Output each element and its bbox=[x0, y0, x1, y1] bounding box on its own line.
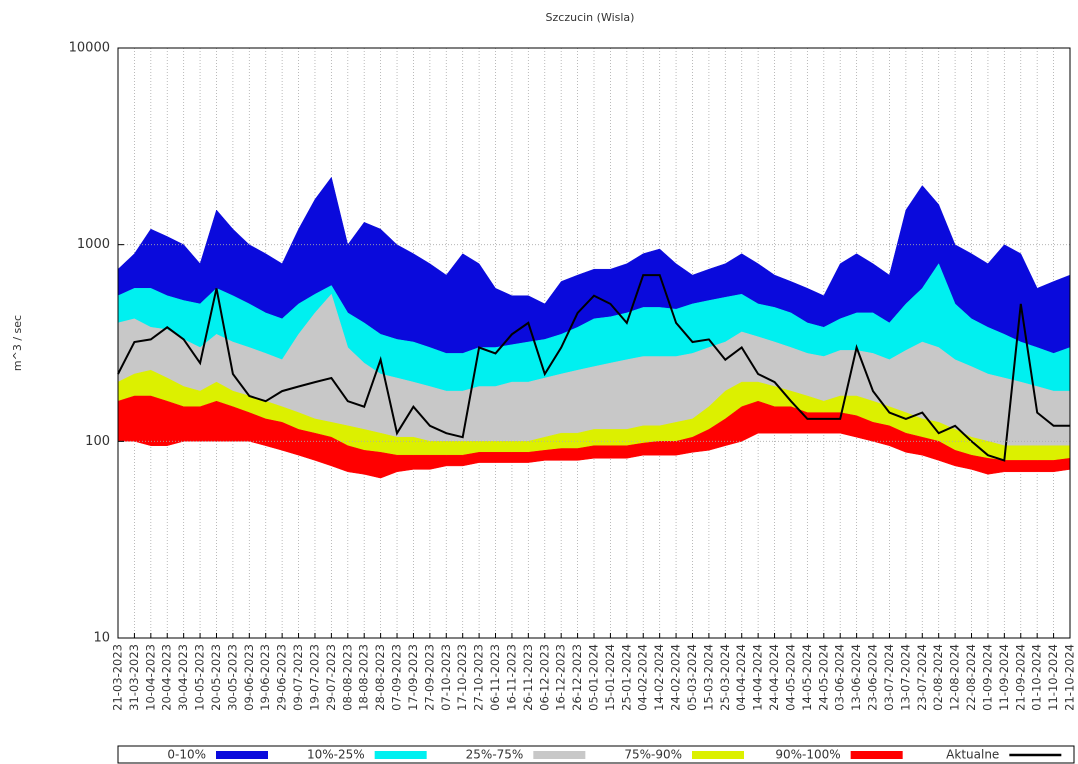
x-tick-label: 10-05-2023 bbox=[193, 644, 207, 711]
legend-label: Aktualne bbox=[946, 748, 999, 762]
x-tick-label: 21-03-2023 bbox=[111, 644, 125, 711]
legend-label: 0-10% bbox=[167, 748, 206, 762]
x-tick-label: 14-02-2024 bbox=[652, 644, 666, 711]
x-tick-label: 06-11-2023 bbox=[488, 644, 502, 711]
y-tick-label: 10000 bbox=[69, 41, 110, 56]
actual-line bbox=[117, 274, 1070, 462]
legend-label: 25%-75% bbox=[466, 748, 524, 762]
x-tick-label: 01-09-2024 bbox=[980, 644, 994, 711]
x-tick-label: 21-10-2024 bbox=[1063, 644, 1077, 711]
x-tick-label: 25-03-2024 bbox=[718, 644, 732, 711]
x-tick-label: 06-12-2023 bbox=[537, 644, 551, 711]
x-tick-label: 14-05-2024 bbox=[800, 644, 814, 711]
x-tick-label: 20-04-2023 bbox=[160, 644, 174, 711]
x-tick-label: 01-10-2024 bbox=[1030, 644, 1044, 711]
x-tick-label: 31-03-2023 bbox=[127, 644, 141, 711]
chart-title: Szczucin (Wisla) bbox=[546, 11, 635, 24]
y-tick-label: 1000 bbox=[77, 237, 110, 252]
legend-label: 10%-25% bbox=[307, 748, 365, 762]
x-tick-label: 11-10-2024 bbox=[1046, 644, 1060, 711]
x-tick-label: 24-02-2024 bbox=[669, 644, 683, 711]
x-tick-label: 16-12-2023 bbox=[554, 644, 568, 711]
x-tick-label: 16-11-2023 bbox=[504, 644, 518, 711]
x-tick-label: 13-07-2024 bbox=[898, 644, 912, 711]
x-tick-label: 03-07-2024 bbox=[882, 644, 896, 711]
x-tick-label: 26-12-2023 bbox=[570, 644, 584, 711]
x-tick-label: 17-10-2023 bbox=[455, 644, 469, 711]
x-tick-label: 10-04-2023 bbox=[143, 644, 157, 711]
legend-swatch bbox=[374, 751, 427, 759]
x-tick-label: 07-09-2023 bbox=[390, 644, 404, 711]
x-tick-label: 09-06-2023 bbox=[242, 644, 256, 711]
x-tick-label: 14-04-2024 bbox=[751, 644, 765, 711]
y-tick-label: 10 bbox=[93, 631, 110, 646]
x-tick-label: 19-06-2023 bbox=[258, 644, 272, 711]
x-tick-label: 15-01-2024 bbox=[603, 644, 617, 711]
x-tick-label: 08-08-2023 bbox=[340, 644, 354, 711]
x-tick-label: 24-04-2024 bbox=[767, 644, 781, 711]
x-tick-label: 28-08-2023 bbox=[373, 644, 387, 711]
x-tick-label: 09-07-2023 bbox=[291, 644, 305, 711]
y-tick-label: 100 bbox=[85, 434, 110, 449]
x-tick-label: 15-03-2024 bbox=[701, 644, 715, 711]
x-tick-label: 13-06-2024 bbox=[849, 644, 863, 711]
legend-label: 75%-90% bbox=[624, 748, 682, 762]
x-tick-label: 30-05-2023 bbox=[225, 644, 239, 711]
legend-swatch bbox=[533, 751, 586, 759]
x-tick-label: 26-11-2023 bbox=[521, 644, 535, 711]
x-tick-label: 02-08-2024 bbox=[931, 644, 945, 711]
x-tick-label: 04-05-2024 bbox=[783, 644, 797, 711]
x-tick-label: 22-08-2024 bbox=[964, 644, 978, 711]
x-tick-label: 03-06-2024 bbox=[833, 644, 847, 711]
x-tick-label: 05-03-2024 bbox=[685, 644, 699, 711]
x-tick-label: 25-01-2024 bbox=[619, 644, 633, 711]
x-tick-label: 19-07-2023 bbox=[307, 644, 321, 711]
x-tick-label: 29-07-2023 bbox=[324, 644, 338, 711]
x-tick-label: 30-04-2023 bbox=[176, 644, 190, 711]
x-tick-label: 18-08-2023 bbox=[357, 644, 371, 711]
x-tick-label: 23-07-2024 bbox=[915, 644, 929, 711]
legend-label: 90%-100% bbox=[775, 748, 840, 762]
legend-swatch bbox=[216, 751, 268, 759]
x-tick-label: 07-10-2023 bbox=[439, 644, 453, 711]
x-tick-label: 29-06-2023 bbox=[275, 644, 289, 711]
legend-swatch bbox=[692, 751, 744, 759]
legend-swatch bbox=[850, 751, 903, 759]
x-tick-label: 21-09-2024 bbox=[1013, 644, 1027, 711]
x-tick-label: 17-09-2023 bbox=[406, 644, 420, 711]
x-tick-label: 12-08-2024 bbox=[948, 644, 962, 711]
x-tick-label: 11-09-2024 bbox=[997, 644, 1011, 711]
x-tick-label: 27-10-2023 bbox=[472, 644, 486, 711]
x-tick-label: 04-04-2024 bbox=[734, 644, 748, 711]
x-tick-label: 04-02-2024 bbox=[636, 644, 650, 711]
x-tick-label: 05-01-2024 bbox=[587, 644, 601, 711]
x-tick-label: 27-09-2023 bbox=[422, 644, 436, 711]
y-axis-label: m^3 / sec bbox=[11, 315, 24, 371]
x-tick-label: 20-05-2023 bbox=[209, 644, 223, 711]
x-tick-label: 24-05-2024 bbox=[816, 644, 830, 711]
x-tick-label: 23-06-2024 bbox=[866, 644, 880, 711]
legend-box bbox=[117, 745, 1075, 764]
